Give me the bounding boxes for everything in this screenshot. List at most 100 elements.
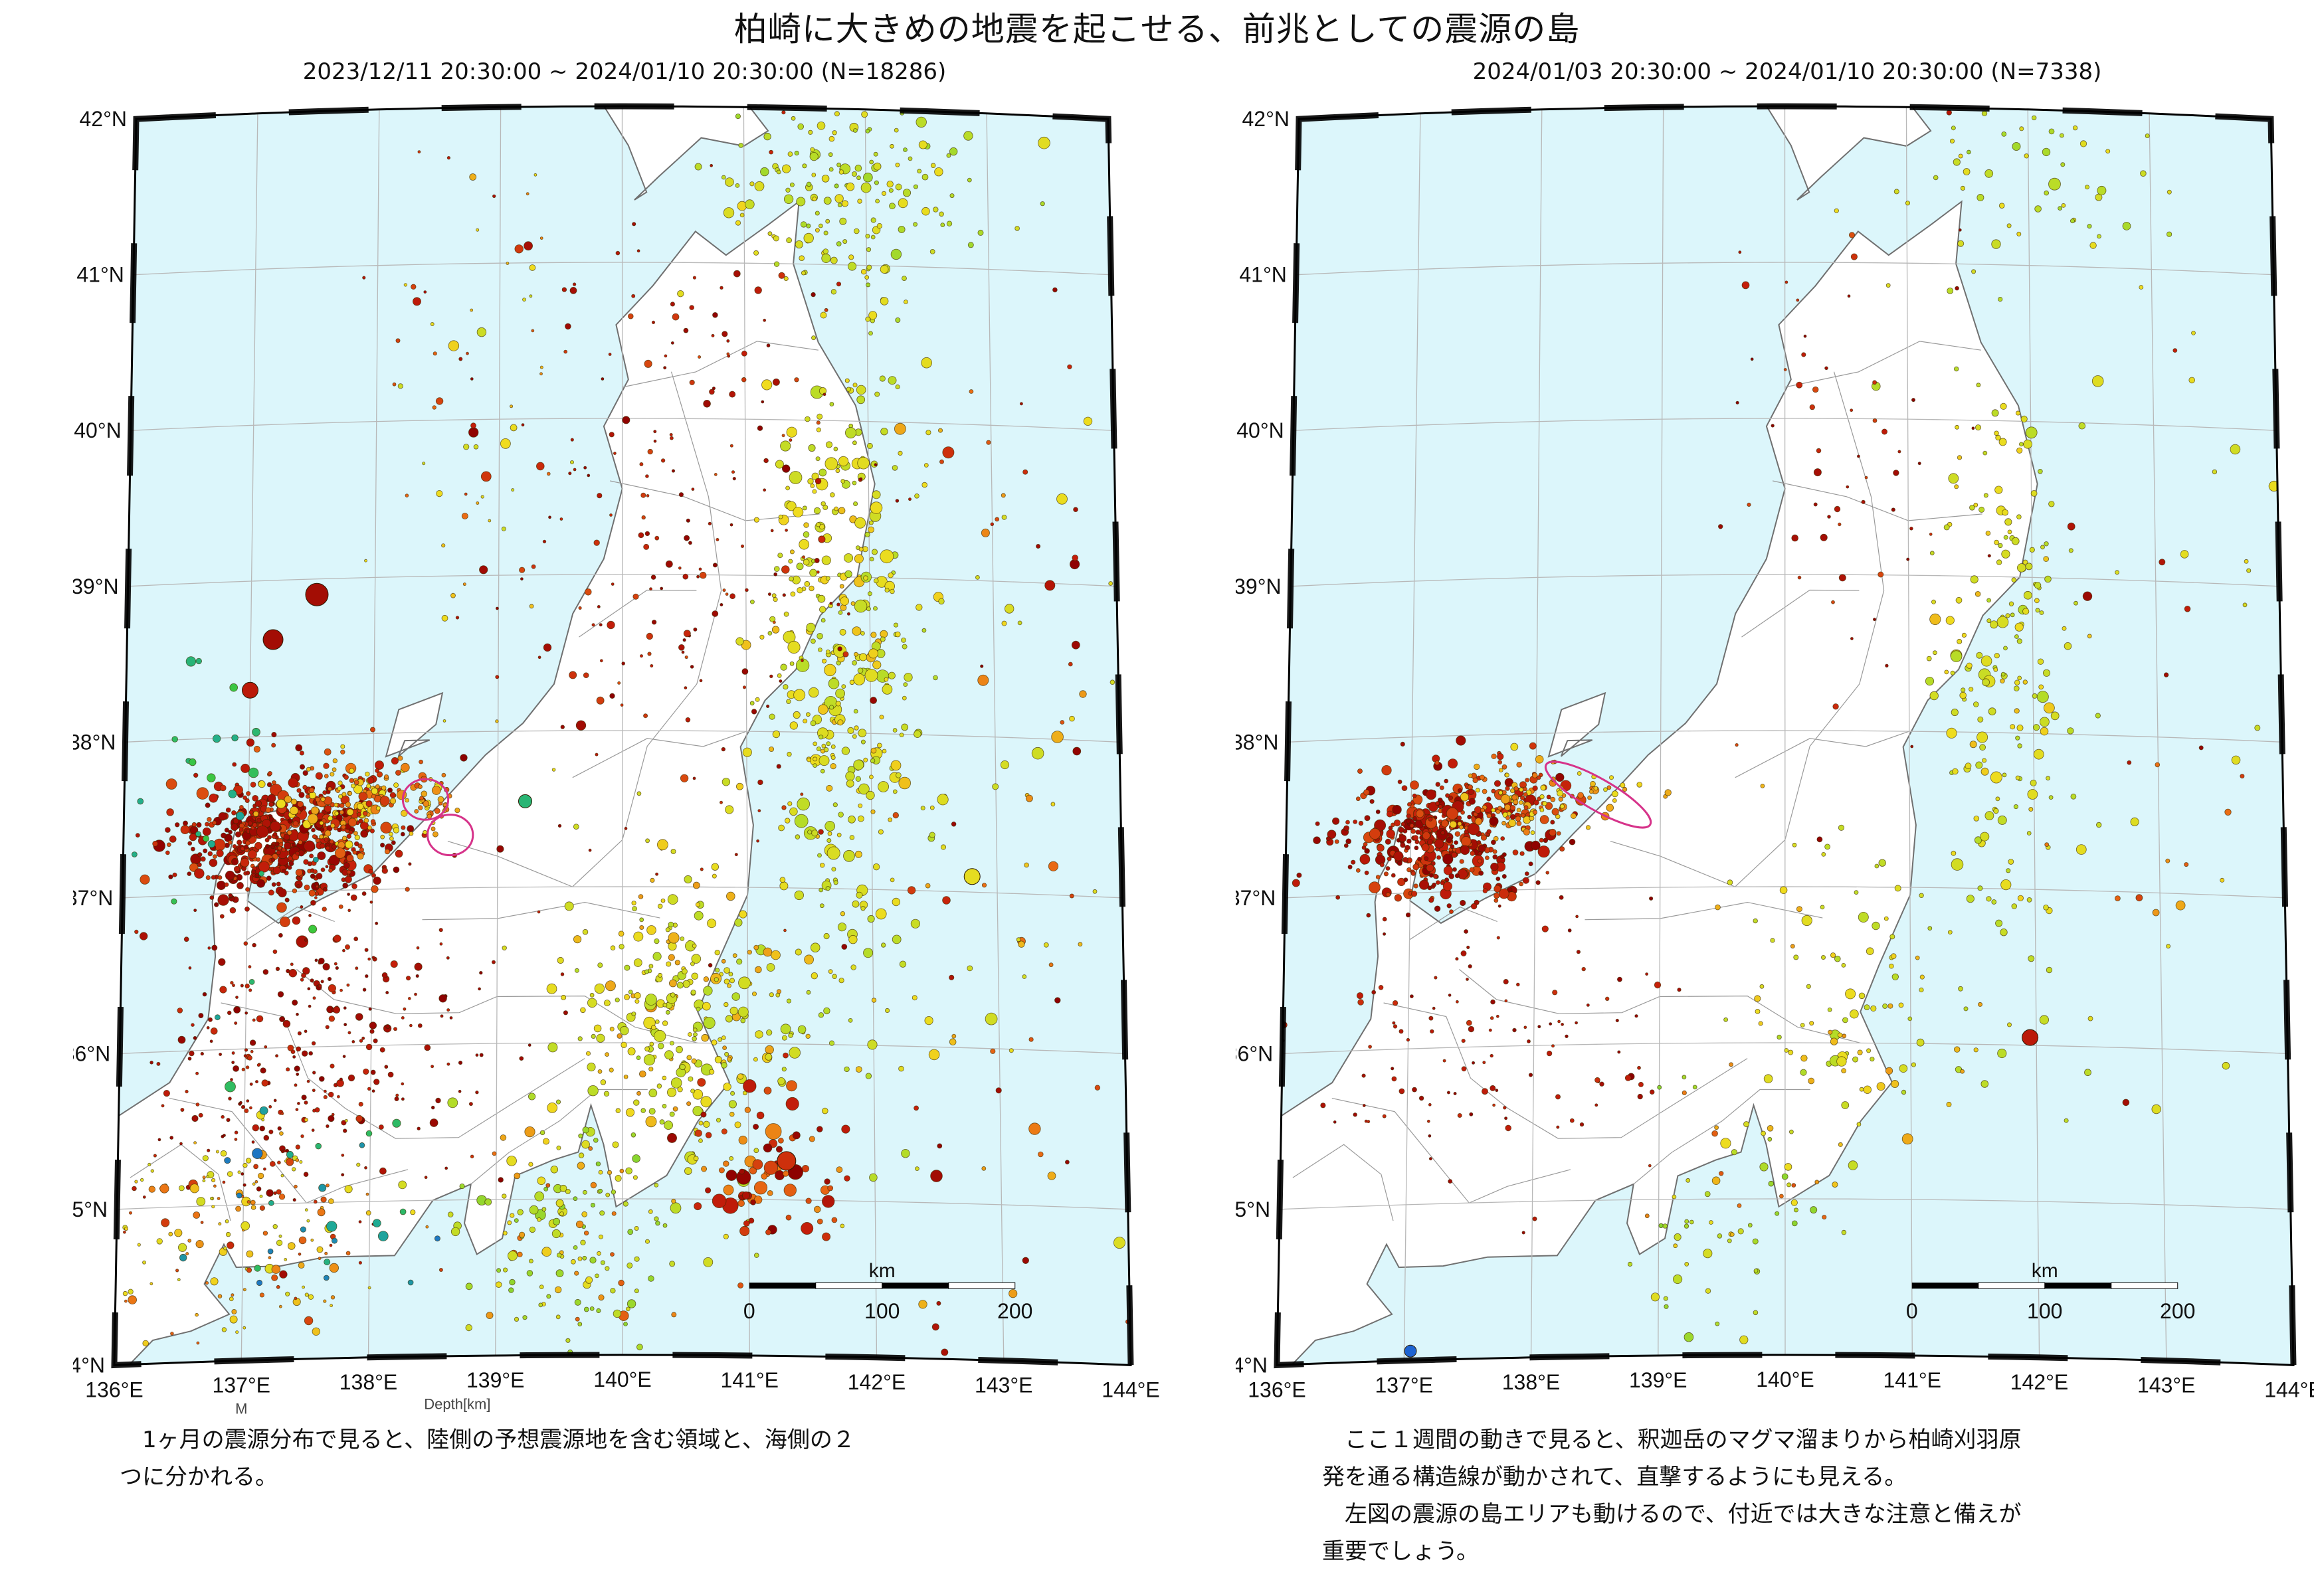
epicenter-dot <box>677 290 684 298</box>
epicenter-dot <box>676 982 684 989</box>
epicenter-dot <box>541 1247 552 1257</box>
epicenter-dot <box>468 1102 473 1107</box>
epicenter-dot <box>723 967 730 974</box>
scale-tick-label: 200 <box>997 1299 1032 1323</box>
epicenter-dot <box>1848 1160 1858 1170</box>
epicenter-dot <box>171 898 177 905</box>
epicenter-dot <box>2220 877 2225 883</box>
epicenter-dot <box>1838 522 1842 527</box>
epicenter-dot <box>621 662 625 665</box>
epicenter-dot <box>561 994 567 1000</box>
epicenter-dot <box>1991 239 2001 249</box>
epicenter-dot <box>750 1199 756 1205</box>
epicenter-dot <box>295 744 303 752</box>
epicenter-dot <box>842 651 849 658</box>
epicenter-dot <box>2084 1069 2091 1077</box>
epicenter-dot <box>1490 862 1499 871</box>
epicenter-dot <box>2155 762 2161 768</box>
epicenter-dot <box>1054 997 1061 1004</box>
epicenter-dot <box>793 507 804 518</box>
scale-segment <box>1911 1283 1978 1289</box>
epicenter-dot <box>908 156 913 161</box>
epicenter-dot <box>873 606 878 611</box>
epicenter-dot <box>747 950 752 955</box>
epicenter-dot <box>390 960 398 968</box>
epicenter-dot <box>609 432 615 438</box>
epicenter-dot <box>703 986 713 996</box>
epicenter-dot <box>796 563 804 571</box>
epicenter-dot <box>392 1118 401 1128</box>
epicenter-dot <box>1518 800 1523 805</box>
epicenter-dot <box>304 1292 309 1297</box>
epicenter-dot <box>725 1170 737 1181</box>
epicenter-dot <box>1919 893 1924 898</box>
epicenter-dot <box>899 733 904 737</box>
epicenter-dot <box>820 768 825 774</box>
epicenter-dot <box>313 1199 318 1204</box>
epicenter-dot <box>231 734 239 742</box>
epicenter-dot <box>785 1214 792 1221</box>
epicenter-dot <box>813 507 821 515</box>
epicenter-dot <box>1599 1081 1604 1087</box>
epicenter-dot <box>1364 815 1371 822</box>
epicenter-dot <box>1364 870 1369 875</box>
epicenter-dot <box>276 902 287 913</box>
epicenter-dot <box>1501 764 1507 770</box>
epicenter-dot <box>627 313 634 319</box>
epicenter-dot <box>250 1049 254 1053</box>
epicenter-dot <box>1605 996 1610 1001</box>
epicenter-dot <box>295 1158 300 1162</box>
epicenter-dot <box>754 181 765 191</box>
epicenter-dot <box>200 1051 204 1056</box>
epicenter-dot <box>524 241 533 251</box>
epicenter-dot <box>1838 1142 1843 1147</box>
epicenter-dot <box>1975 761 1983 769</box>
epicenter-dot <box>890 143 894 149</box>
epicenter-dot <box>672 1106 678 1112</box>
epicenter-dot <box>716 538 720 542</box>
epicenter-dot <box>693 1156 699 1162</box>
epicenter-dot <box>1092 889 1098 894</box>
epicenter-dot <box>464 492 468 496</box>
epicenter-dot <box>398 1180 407 1190</box>
parallel-line <box>128 574 1117 587</box>
epicenter-dot <box>781 110 786 115</box>
epicenter-dot <box>298 1262 305 1269</box>
hokkaido-land <box>597 106 781 201</box>
epicenter-dot <box>599 659 603 663</box>
epicenter-dot <box>302 784 308 790</box>
epicenter-dot <box>778 824 785 832</box>
epicenter-dot <box>667 1132 678 1143</box>
epicenter-dot <box>229 1296 234 1302</box>
epicenter-dot <box>1864 1004 1870 1010</box>
epicenter-dot <box>1357 999 1364 1006</box>
epicenter-dot <box>777 553 783 559</box>
epicenter-dot <box>794 377 799 383</box>
epicenter-dot <box>277 991 284 998</box>
epicenter-dot <box>339 1077 343 1081</box>
epicenter-dot <box>828 135 835 142</box>
epicenter-dot <box>317 851 326 861</box>
epicenter-dot <box>662 1002 668 1008</box>
epicenter-dot <box>312 996 316 1000</box>
epicenter-dot <box>789 1047 801 1059</box>
epicenter-dot <box>179 1253 187 1262</box>
epicenter-dot <box>652 952 662 961</box>
epicenter-dot <box>688 1076 694 1082</box>
epicenter-dot <box>809 585 815 592</box>
epicenter-dot <box>1432 1006 1436 1010</box>
epicenter-dot <box>1410 780 1419 790</box>
epicenter-dot <box>816 747 821 752</box>
epicenter-dot <box>838 169 844 175</box>
epicenter-dot <box>631 901 636 906</box>
epicenter-dot <box>586 1051 591 1056</box>
epicenter-dot <box>826 846 840 860</box>
epicenter-dot <box>1894 885 1901 892</box>
epicenter-dot <box>643 713 648 719</box>
epicenter-dot <box>990 1048 996 1054</box>
epicenter-dot <box>1874 863 1880 869</box>
epicenter-dot <box>324 1251 328 1255</box>
longitude-label: 140°E <box>593 1368 652 1391</box>
epicenter-dot <box>836 832 842 838</box>
epicenter-dot <box>1504 772 1509 778</box>
